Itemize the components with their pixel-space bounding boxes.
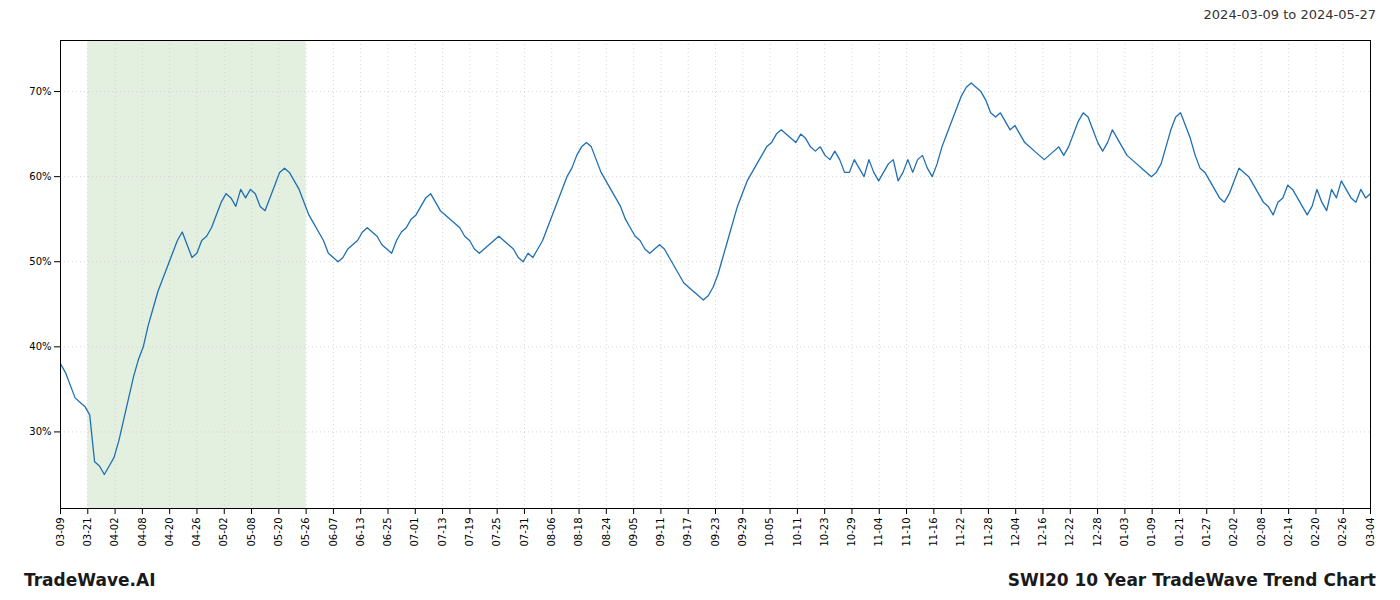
- svg-text:04-08: 04-08: [137, 518, 148, 547]
- svg-text:30%: 30%: [29, 426, 51, 437]
- svg-text:05-26: 05-26: [300, 518, 311, 547]
- svg-text:10-05: 10-05: [764, 518, 775, 547]
- svg-text:11-28: 11-28: [983, 518, 994, 547]
- svg-text:01-03: 01-03: [1119, 518, 1130, 547]
- svg-text:09-23: 09-23: [710, 518, 721, 547]
- svg-text:06-07: 06-07: [328, 518, 339, 547]
- svg-text:02-26: 02-26: [1337, 518, 1348, 547]
- svg-text:09-29: 09-29: [737, 518, 748, 547]
- svg-text:11-04: 11-04: [873, 518, 884, 547]
- svg-text:07-01: 07-01: [409, 518, 420, 547]
- svg-text:60%: 60%: [29, 171, 51, 182]
- svg-text:02-20: 02-20: [1310, 518, 1321, 547]
- svg-text:01-09: 01-09: [1146, 518, 1157, 547]
- svg-text:04-26: 04-26: [191, 518, 202, 547]
- svg-text:08-18: 08-18: [573, 518, 584, 547]
- svg-text:05-20: 05-20: [273, 518, 284, 547]
- svg-text:08-24: 08-24: [601, 518, 612, 547]
- svg-text:10-29: 10-29: [846, 518, 857, 547]
- svg-text:05-08: 05-08: [246, 518, 257, 547]
- svg-text:06-13: 06-13: [355, 518, 366, 547]
- svg-text:08-06: 08-06: [546, 518, 557, 547]
- svg-text:03-09: 03-09: [55, 518, 66, 547]
- svg-text:09-17: 09-17: [682, 518, 693, 547]
- svg-text:07-25: 07-25: [491, 518, 502, 547]
- svg-text:07-19: 07-19: [464, 518, 475, 547]
- svg-text:01-27: 01-27: [1201, 518, 1212, 547]
- svg-text:03-21: 03-21: [82, 518, 93, 547]
- svg-text:03-04: 03-04: [1365, 518, 1376, 547]
- svg-text:02-14: 02-14: [1283, 518, 1294, 547]
- svg-text:12-28: 12-28: [1092, 518, 1103, 547]
- svg-text:11-10: 11-10: [901, 518, 912, 547]
- svg-text:01-21: 01-21: [1174, 518, 1185, 547]
- svg-text:12-22: 12-22: [1064, 518, 1075, 547]
- html-text:TradeWave.AI: TradeWave.AI: [24, 570, 156, 590]
- svg-text:10-23: 10-23: [819, 518, 830, 547]
- svg-text:11-22: 11-22: [955, 518, 966, 547]
- svg-text:05-02: 05-02: [218, 518, 229, 547]
- svg-text:09-11: 09-11: [655, 518, 666, 547]
- svg-text:06-25: 06-25: [382, 518, 393, 547]
- svg-text:40%: 40%: [29, 341, 51, 352]
- svg-text:07-31: 07-31: [519, 518, 530, 547]
- svg-text:09-05: 09-05: [628, 518, 639, 547]
- svg-text:04-20: 04-20: [164, 518, 175, 547]
- html-text:2024-03-09 to 2024-05-27: 2024-03-09 to 2024-05-27: [1203, 6, 1376, 22]
- svg-text:70%: 70%: [29, 86, 51, 97]
- svg-text:12-04: 12-04: [1010, 518, 1021, 547]
- svg-text:12-16: 12-16: [1037, 518, 1048, 547]
- svg-text:04-02: 04-02: [109, 518, 120, 547]
- html-text:SWI20 10 Year TradeWave Trend: SWI20 10 Year TradeWave Trend Chart: [1007, 570, 1376, 590]
- svg-text:07-13: 07-13: [437, 518, 448, 547]
- svg-text:11-16: 11-16: [928, 518, 939, 547]
- svg-text:02-02: 02-02: [1228, 518, 1239, 547]
- svg-text:10-11: 10-11: [792, 518, 803, 547]
- svg-text:02-08: 02-08: [1256, 518, 1267, 547]
- svg-text:50%: 50%: [29, 256, 51, 267]
